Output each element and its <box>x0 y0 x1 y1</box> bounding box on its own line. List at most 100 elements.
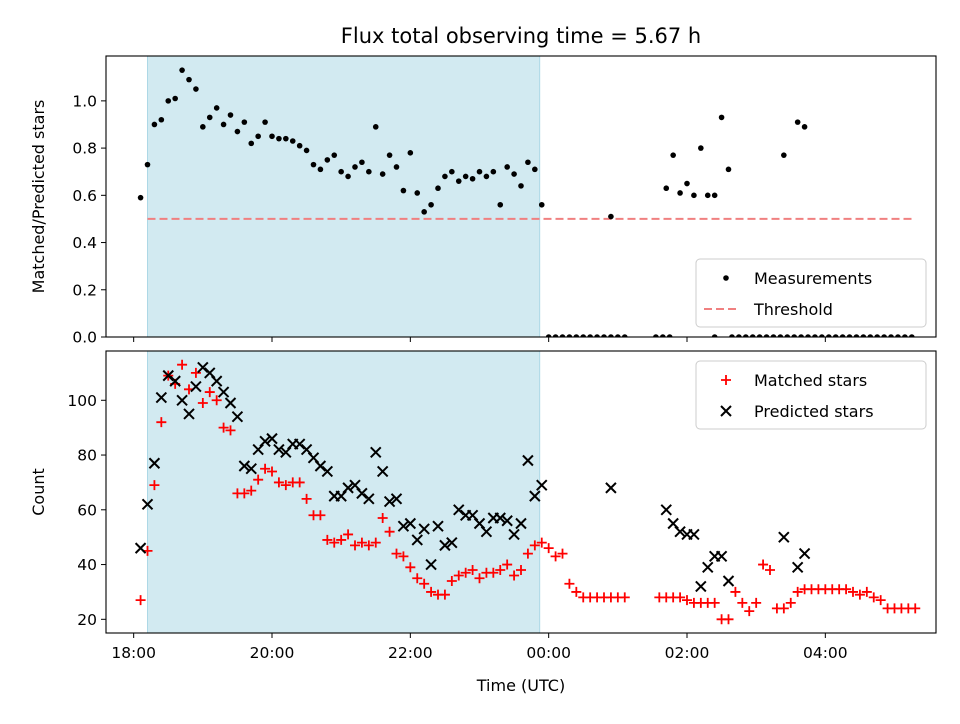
predicted-stars-point <box>383 495 396 508</box>
predicted-stars-point <box>342 482 354 494</box>
legend-label: Threshold <box>753 300 833 319</box>
measurement-point <box>525 159 531 166</box>
matched-stars-point <box>246 485 257 496</box>
measurement-point <box>400 187 407 194</box>
measurement-point <box>711 192 718 199</box>
predicted-stars-point <box>148 457 161 469</box>
predicted-stars-point <box>439 539 451 552</box>
matched-stars-point <box>730 586 741 597</box>
measurement-point <box>262 119 268 125</box>
measurement-point <box>276 135 282 142</box>
measurement-point <box>193 86 199 92</box>
measurement-point <box>532 166 538 173</box>
matched-stars-point <box>502 559 513 570</box>
matched-stars-point <box>516 565 526 576</box>
predicted-stars-point <box>293 438 306 450</box>
matched-stars-point <box>875 595 886 606</box>
matched-stars-point <box>218 422 229 433</box>
measurement-point <box>781 152 787 158</box>
measurement-point <box>791 334 798 337</box>
measurement-point <box>684 180 690 187</box>
predicted-stars-point <box>363 493 375 505</box>
predicted-stars-point <box>674 525 686 538</box>
measurement-point <box>213 105 220 111</box>
measurement-point <box>518 183 524 189</box>
matched-stars-point <box>315 510 326 521</box>
matched-stars-point <box>854 589 865 600</box>
measurement-point <box>749 334 756 337</box>
measurement-point <box>670 152 676 158</box>
y-tick-label: 40 <box>77 556 97 574</box>
predicted-stars-point <box>778 531 790 543</box>
predicted-stars-point <box>238 460 251 472</box>
measurement-point <box>825 334 832 337</box>
matched-stars-point <box>682 595 692 606</box>
predicted-stars-point <box>190 380 202 393</box>
y-axis-label: Matched/Predicted stars <box>29 100 48 294</box>
measurement-point <box>902 334 908 337</box>
predicted-stars-point <box>176 394 188 406</box>
matched-stars-point <box>156 417 167 428</box>
measurement-point <box>421 209 427 215</box>
matched-stars-point <box>841 584 852 595</box>
measurement-point <box>179 67 185 73</box>
legend-marker-plus <box>721 375 731 385</box>
matched-stars-point <box>467 565 478 576</box>
matched-stars-point <box>910 603 921 614</box>
measurement-point <box>379 171 386 177</box>
matched-stars-point <box>322 534 333 545</box>
matched-stars-point <box>675 592 686 603</box>
matched-stars-point <box>343 529 354 540</box>
x-tick-label: 00:00 <box>526 644 571 662</box>
measurement-point <box>839 334 846 337</box>
predicted-stars-point <box>702 561 714 573</box>
matched-stars-point <box>778 603 789 614</box>
measurement-point <box>255 133 261 140</box>
matched-stars-point <box>571 586 582 597</box>
measurement-point <box>777 334 784 337</box>
measurement-point <box>345 173 351 180</box>
measurement-point <box>742 334 749 337</box>
measurement-point <box>386 152 393 158</box>
measurement-point <box>469 175 476 182</box>
axes-frame <box>105 55 937 338</box>
matched-stars-point <box>412 573 423 584</box>
predicted-stars-point <box>791 561 804 573</box>
matched-stars-point <box>336 534 347 545</box>
measurement-point <box>819 334 825 337</box>
predicted-stars-point <box>397 520 410 532</box>
y-tick-label: 0.4 <box>72 234 97 252</box>
matched-stars-point <box>509 570 520 581</box>
matched-stars-point <box>273 477 284 488</box>
matched-stars-point <box>405 562 416 573</box>
matched-stars-point <box>785 597 796 608</box>
measurement-point <box>220 121 227 128</box>
legend-box <box>695 360 927 430</box>
measurement-point <box>580 334 587 337</box>
measurement-point <box>608 334 614 337</box>
plot-area <box>134 351 921 633</box>
measurement-point <box>659 334 666 337</box>
matched-stars-point <box>522 548 533 559</box>
matched-stars-point <box>190 367 201 378</box>
matched-stars-point <box>861 586 872 597</box>
matched-stars-point <box>723 614 734 625</box>
measurement-point <box>538 201 545 208</box>
measurement-point <box>414 190 421 196</box>
measurement-point <box>874 334 881 337</box>
matched-stars-point <box>253 474 264 485</box>
matched-stars-point <box>460 567 471 578</box>
matched-stars-point <box>135 595 146 606</box>
measurement-point <box>832 334 839 337</box>
measurement-point <box>483 173 490 180</box>
predicted-stars-point <box>314 460 327 472</box>
predicted-stars-point <box>688 528 700 541</box>
matched-stars-point <box>529 540 540 551</box>
measurement-point <box>324 157 331 163</box>
measurement-point <box>908 334 915 337</box>
measurement-point <box>552 334 559 337</box>
measurement-point <box>860 334 867 337</box>
measurement-point <box>137 194 144 201</box>
measurement-point <box>289 138 296 144</box>
matched-stars-point <box>398 551 409 562</box>
